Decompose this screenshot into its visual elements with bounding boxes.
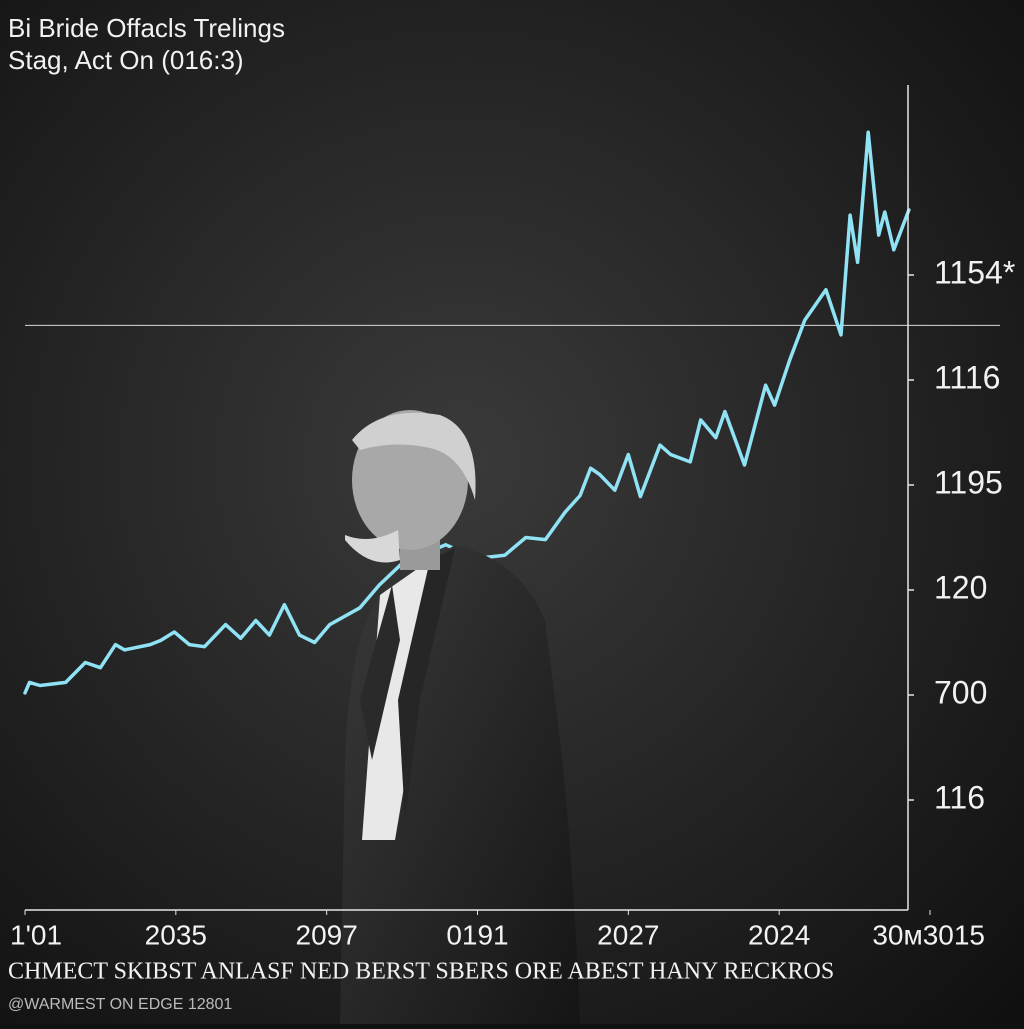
- chart-subtitle: Stag, Act On (016:3): [8, 45, 244, 75]
- person-photo: [340, 410, 580, 1024]
- y-tick-label: 1154*: [934, 254, 1015, 290]
- x-tick-label: 2024: [748, 919, 810, 950]
- x-tick-label: 30ᴍ3015: [872, 919, 985, 950]
- y-tick-label: 700: [934, 674, 987, 710]
- y-tick-label: 1116: [934, 359, 1000, 395]
- x-tick-label: 2097: [296, 919, 358, 950]
- x-tick-label: 2027: [597, 919, 659, 950]
- y-tick-label: 1195: [934, 464, 1003, 500]
- data-line: [23, 130, 911, 695]
- chart-title: Bi Bride Offacls Trelings: [8, 13, 285, 43]
- y-tick-label: 116: [934, 779, 985, 815]
- caption: CHMECT SKIBST ANLASF NED BERST SBERS ORE…: [8, 959, 834, 985]
- x-tick-label: 1'01: [10, 919, 62, 950]
- footer: @WARMEST ON EDGE 12801: [8, 996, 232, 1013]
- y-tick-label: 120: [934, 569, 987, 605]
- x-tick-label: 2035: [145, 919, 207, 950]
- x-tick-label: 0191: [446, 919, 508, 950]
